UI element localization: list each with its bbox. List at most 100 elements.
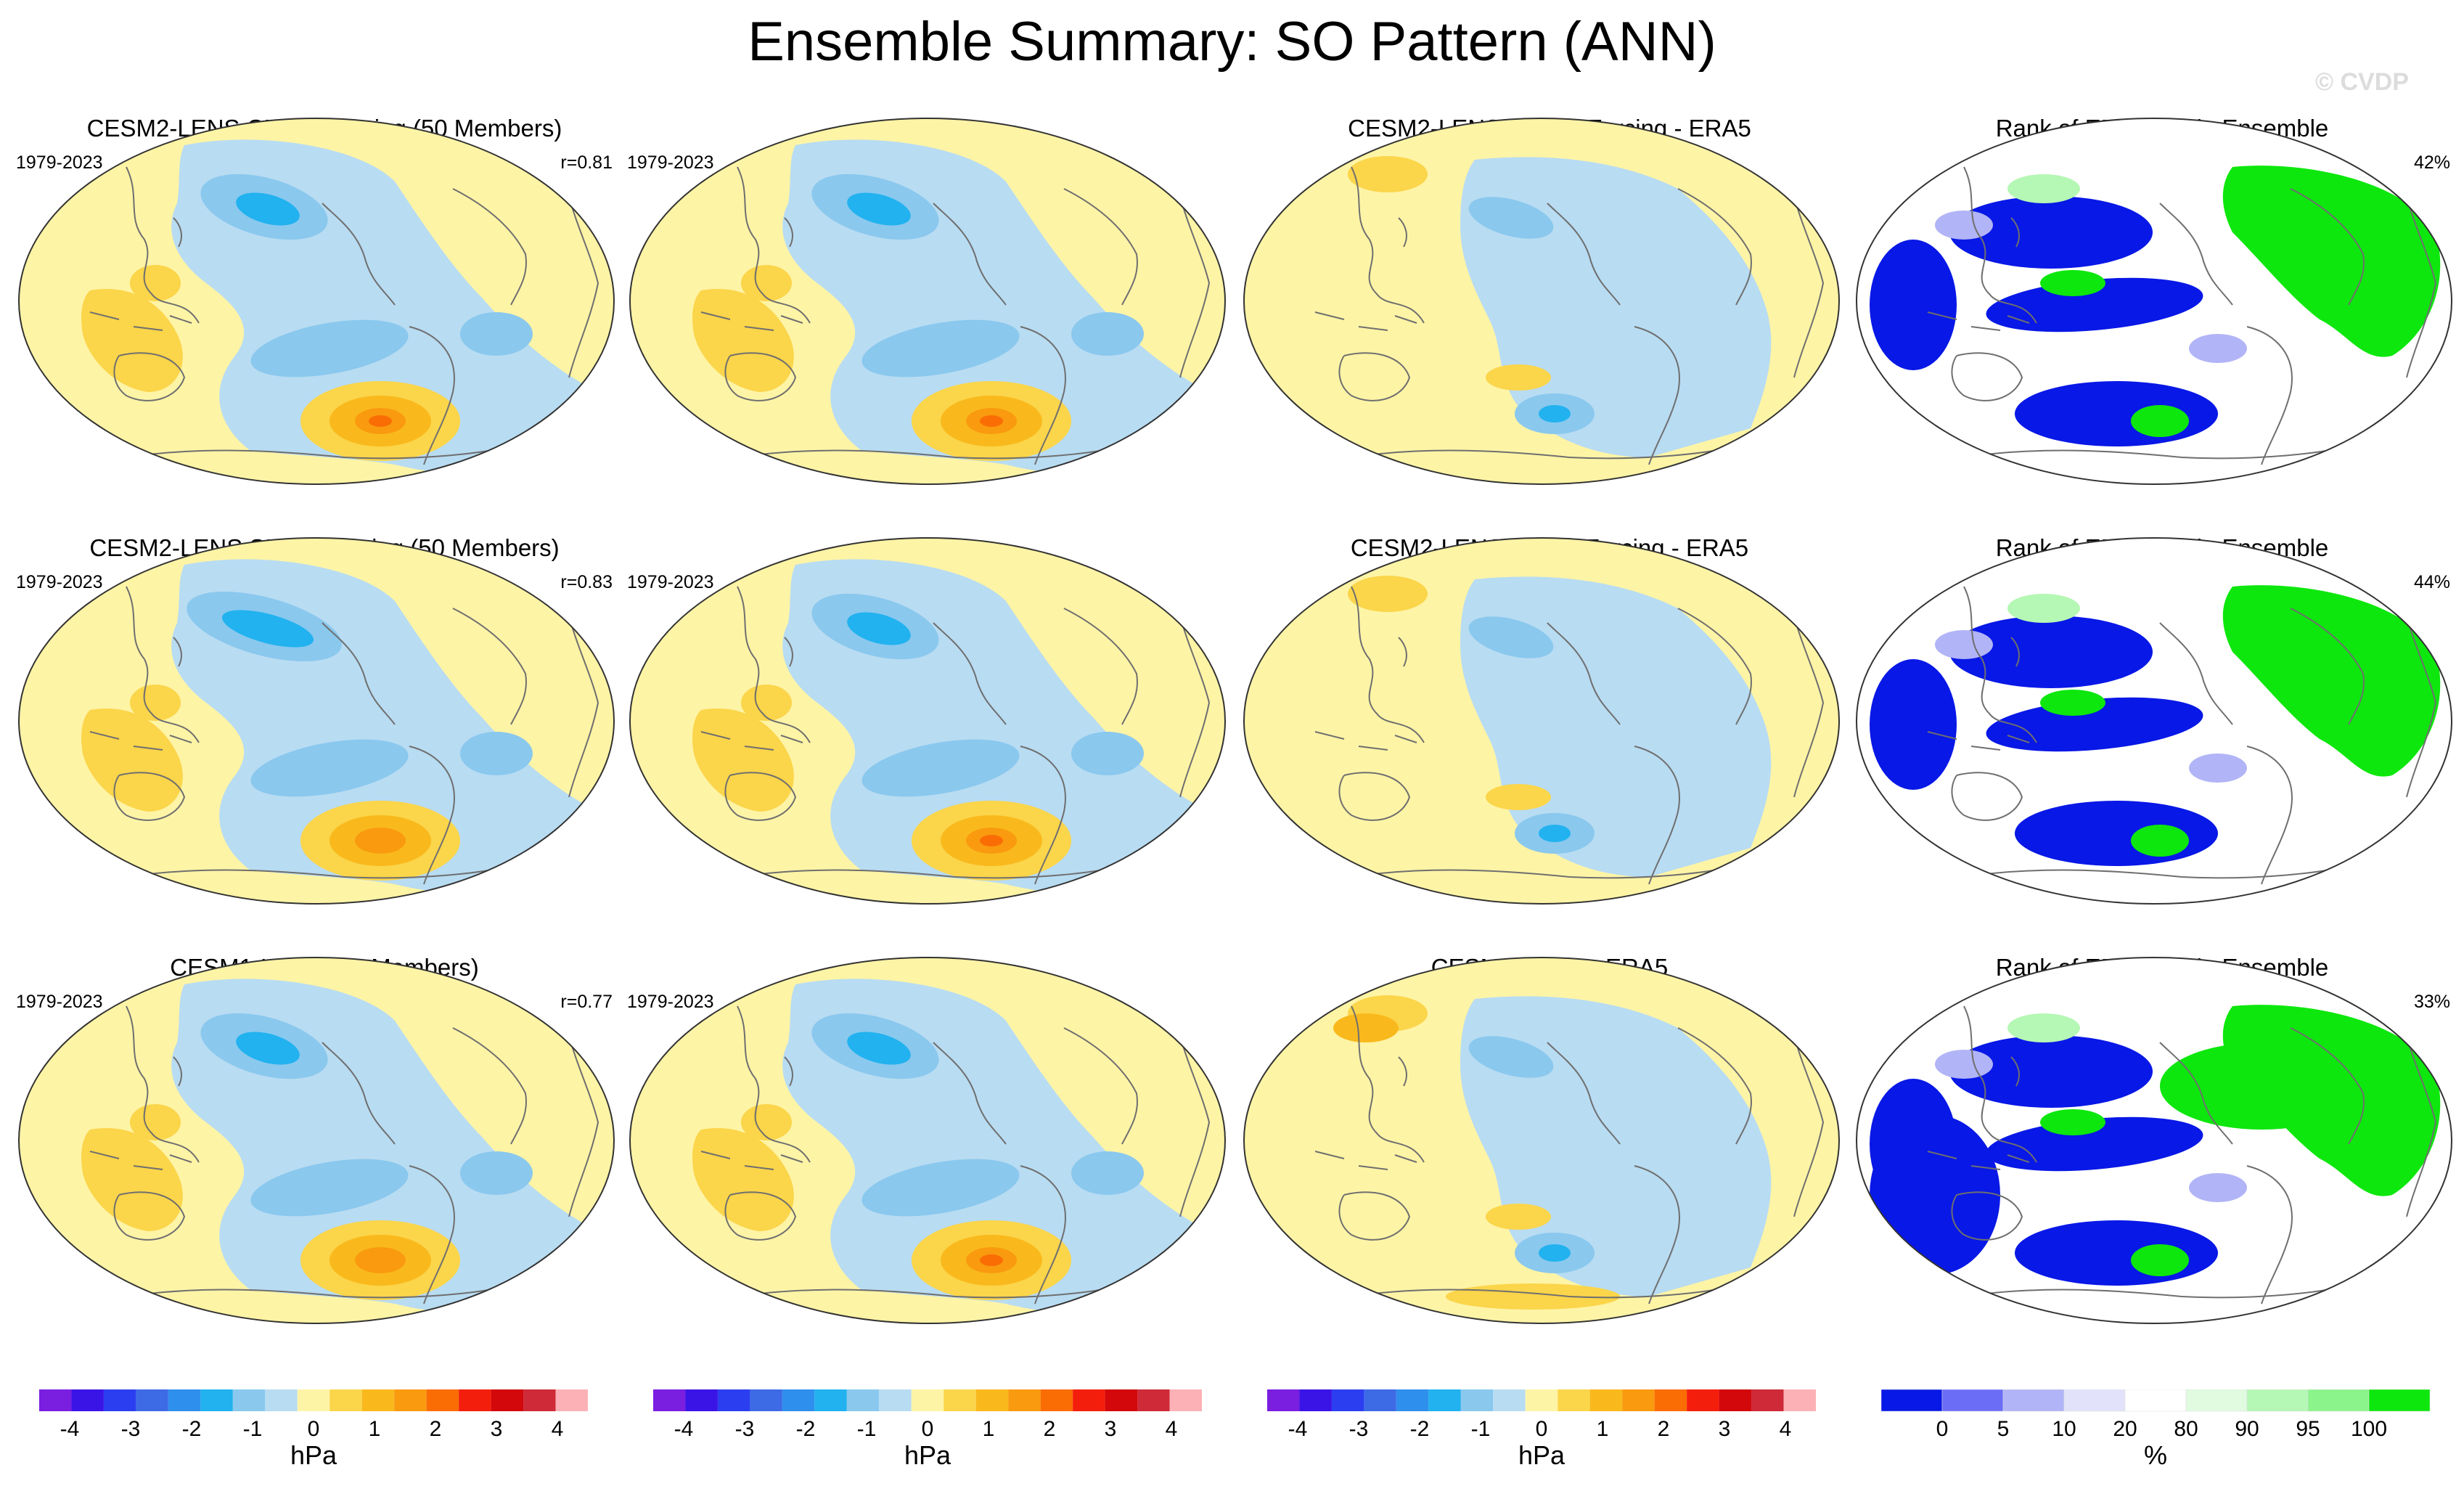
coast-line xyxy=(933,203,1007,306)
coast-line xyxy=(409,326,455,465)
coast-line xyxy=(1634,326,1680,465)
colorbar-swatch xyxy=(491,1389,524,1411)
indonesia-anomaly xyxy=(741,685,792,721)
rank-swatch xyxy=(2063,1389,2126,1412)
coast-line xyxy=(2290,1027,2365,1145)
map-outline xyxy=(1243,537,1840,905)
australia-anomaly xyxy=(692,1128,794,1231)
coast-line xyxy=(1338,1191,1411,1241)
aleutian-core xyxy=(222,610,314,648)
rank-blue-tropics xyxy=(1986,277,2203,332)
colorbar-swatch xyxy=(685,1389,718,1411)
colorbar-tick-label: -1 xyxy=(1471,1417,1491,1441)
rank-blue-south xyxy=(2015,801,2218,866)
rank-green-center xyxy=(2040,690,2105,716)
map-field xyxy=(19,958,614,1323)
map-outline xyxy=(1856,957,2452,1324)
coast-line xyxy=(1020,746,1066,885)
coast-line xyxy=(1677,1027,1752,1145)
coast-line xyxy=(322,1042,396,1145)
panel-period: 1979-2023 xyxy=(16,152,103,173)
map-panel-rank xyxy=(1856,118,2452,485)
aleutian-core xyxy=(236,1032,300,1065)
colorbar-tick-label: -3 xyxy=(1349,1417,1369,1441)
coast-line xyxy=(1677,188,1752,306)
rank-swatch xyxy=(2002,1389,2065,1412)
map-outline xyxy=(1856,118,2452,485)
colorbar-tick-label: 1 xyxy=(983,1417,995,1441)
map-outline xyxy=(18,957,615,1324)
colorbar-tick-label: 4 xyxy=(1780,1417,1792,1441)
coastlines xyxy=(89,166,599,465)
diff-east-asia xyxy=(1333,1013,1399,1042)
coast-line xyxy=(724,352,797,401)
coast-line xyxy=(2406,195,2437,378)
colorbar-tick-label: 2 xyxy=(1658,1417,1670,1441)
colorbar-swatch xyxy=(653,1389,686,1411)
colorbar-tick-label: 0 xyxy=(922,1417,934,1441)
coast-line xyxy=(1963,1281,2364,1299)
colorbar-tick-label: 3 xyxy=(1105,1417,1117,1441)
figure-title: Ensemble Summary: SO Pattern (ANN) xyxy=(748,11,1716,73)
diff-south-pacific-core xyxy=(1539,405,1571,422)
rank-swatch xyxy=(1941,1389,2004,1412)
colorbar-swatch xyxy=(1751,1389,1784,1411)
coast-line xyxy=(2246,326,2293,465)
coast-line xyxy=(700,731,803,751)
coast-line xyxy=(1179,195,1211,378)
panel-stat: 33% xyxy=(2413,992,2450,1012)
colorbar-swatch xyxy=(71,1389,104,1411)
colorbar-swatch xyxy=(555,1389,588,1411)
coast-line xyxy=(1398,637,1407,667)
colorbar-swatch xyxy=(1493,1389,1526,1411)
colorbar-swatch xyxy=(1719,1389,1752,1411)
colorbar-swatch xyxy=(232,1389,266,1411)
colorbar-tick-label: 0 xyxy=(1536,1417,1548,1441)
colorbar-tick-label: -2 xyxy=(796,1417,816,1441)
colorbar-tick-label: 3 xyxy=(1719,1417,1731,1441)
coast-line xyxy=(1338,772,1411,821)
colorbar-swatch xyxy=(1267,1389,1300,1411)
coast-line xyxy=(89,311,192,331)
south-atlantic-anomaly xyxy=(460,1151,533,1195)
coast-line xyxy=(2159,622,2233,725)
antarctic-anomaly-peak xyxy=(980,835,1003,846)
map-panel-model xyxy=(18,537,615,905)
map-outline xyxy=(629,537,1226,905)
coastlines xyxy=(700,166,1211,465)
map-outline xyxy=(629,118,1226,485)
coast-line xyxy=(1547,1042,1621,1145)
indonesia-anomaly xyxy=(741,1104,792,1140)
colorbar-swatch xyxy=(136,1389,168,1411)
rank-green-africa xyxy=(2222,585,2441,777)
coast-line xyxy=(1314,1151,1417,1170)
coast-line xyxy=(568,1034,599,1217)
map-outline xyxy=(1856,537,2452,905)
coast-line xyxy=(322,622,396,725)
coast-line xyxy=(2246,746,2293,885)
rank-lightblue-a xyxy=(1935,211,1993,240)
map-field xyxy=(630,118,1225,484)
coast-line xyxy=(126,166,200,324)
coast-line xyxy=(1179,1034,1211,1217)
colorbar-swatch xyxy=(1687,1389,1719,1411)
map-field xyxy=(630,958,1225,1323)
rank-blue-pacific xyxy=(1949,1035,2153,1108)
colorbar-swatch xyxy=(1622,1389,1655,1411)
coast-line xyxy=(2010,1056,2020,1087)
coast-line xyxy=(113,1191,186,1241)
colorbar-swatch xyxy=(523,1389,556,1411)
rank-blue-tropics xyxy=(1986,697,2203,752)
rank-green-atlantic xyxy=(2160,1042,2363,1130)
rank-lightblue-b xyxy=(2189,1173,2247,1202)
map-field xyxy=(630,538,1225,904)
coast-line xyxy=(1314,731,1417,751)
colorbar-tick-label: 3 xyxy=(491,1417,503,1441)
map-panel-model xyxy=(18,957,615,1324)
colorbar-swatch xyxy=(361,1389,395,1411)
coast-line xyxy=(1351,1281,1751,1299)
coast-line xyxy=(173,217,182,248)
coastlines xyxy=(89,1005,599,1305)
coast-line xyxy=(322,203,396,306)
panel-period: 1979-2023 xyxy=(16,992,103,1012)
